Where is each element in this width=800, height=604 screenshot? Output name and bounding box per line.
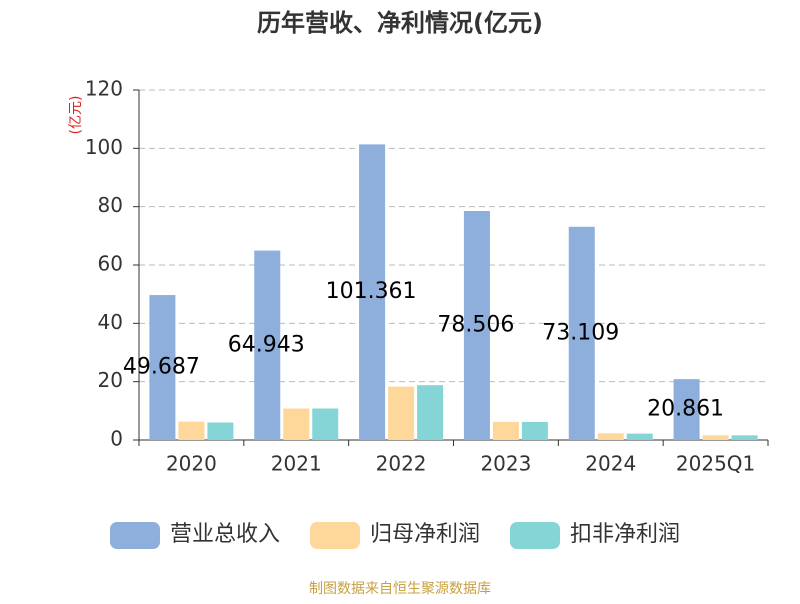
chart-title: 历年营收、净利情况(亿元) xyxy=(257,9,543,37)
y-tick-label: 0 xyxy=(110,427,123,451)
y-tick-label: 80 xyxy=(98,193,123,217)
y-axis-label: (亿元) xyxy=(68,96,84,135)
bar xyxy=(417,385,444,440)
y-tick-label: 120 xyxy=(85,77,123,101)
bar xyxy=(492,421,519,440)
bar xyxy=(178,421,205,440)
data-label: 73.109 xyxy=(542,320,619,345)
legend-label: 归母净利润 xyxy=(370,522,480,547)
legend-label: 扣非净利润 xyxy=(570,522,680,547)
y-tick-label: 20 xyxy=(98,368,123,392)
x-tick-label: 2023 xyxy=(480,452,531,476)
bar xyxy=(702,435,729,440)
x-tick-label: 2022 xyxy=(376,452,427,476)
data-label: 49.687 xyxy=(123,355,200,380)
bar xyxy=(312,408,339,440)
bar xyxy=(149,295,176,440)
bar xyxy=(521,421,548,440)
y-tick-label: 100 xyxy=(85,135,123,159)
legend-swatch xyxy=(310,522,360,549)
x-tick-label: 2021 xyxy=(271,452,322,476)
data-label: 64.943 xyxy=(228,332,305,357)
bar xyxy=(359,144,386,440)
bar xyxy=(626,433,653,440)
bar xyxy=(207,422,234,440)
bar xyxy=(568,226,595,440)
bar xyxy=(731,435,758,440)
data-label: 78.506 xyxy=(437,313,514,338)
bar xyxy=(388,386,415,440)
x-tick-label: 2020 xyxy=(166,452,217,476)
legend-label: 营业总收入 xyxy=(170,522,280,547)
y-tick-label: 40 xyxy=(98,310,123,334)
source: 制图数据来自恒生聚源数据库 xyxy=(309,581,491,597)
y-tick-label: 60 xyxy=(98,252,123,276)
x-tick-label: 2024 xyxy=(585,452,636,476)
bar xyxy=(463,211,490,440)
bar xyxy=(254,250,281,440)
bar xyxy=(283,408,310,440)
bar xyxy=(597,433,624,440)
legend-swatch xyxy=(510,522,560,549)
data-label: 101.361 xyxy=(326,279,417,304)
x-tick-label: 2025Q1 xyxy=(676,452,755,476)
data-label: 20.861 xyxy=(647,397,724,422)
bar xyxy=(673,379,700,440)
legend-swatch xyxy=(110,522,160,549)
